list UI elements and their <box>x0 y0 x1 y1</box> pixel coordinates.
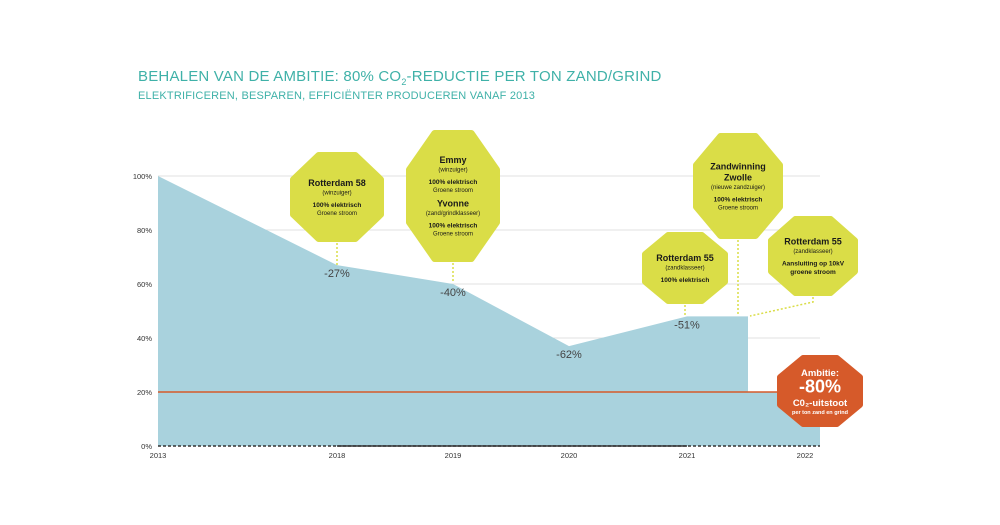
y-tick-label: 60% <box>137 280 152 289</box>
ambition-text: -80% <box>799 377 841 397</box>
callout-text: Groene stroom <box>718 205 758 211</box>
y-tick-label: 80% <box>137 226 152 235</box>
callout-text: 100% elektrisch <box>661 277 710 284</box>
callout-text: Yvonne <box>437 199 469 209</box>
callout-text: 100% elektrisch <box>313 202 362 209</box>
ambition-text: per ton zand en grind <box>792 410 848 416</box>
ambition-text: Ambitie: <box>801 368 839 379</box>
x-tick-label: 2022 <box>797 451 814 460</box>
callout-badge <box>406 130 500 262</box>
callout-text: Rotterdam 55 <box>784 237 842 247</box>
ambition-badge <box>777 355 863 427</box>
data-label: -40% <box>440 287 466 299</box>
callout-text: Rotterdam 55 <box>656 253 714 263</box>
callout-text: 100% elektrisch <box>429 179 478 186</box>
callout-text: Groene stroom <box>433 232 473 238</box>
callout-text: Zandwinning <box>710 161 766 171</box>
y-tick-label: 20% <box>137 388 152 397</box>
callout-badge <box>642 232 728 304</box>
y-tick-label: 0% <box>141 442 152 451</box>
callout-text: (zandklasseer) <box>665 265 704 271</box>
y-tick-label: 40% <box>137 334 152 343</box>
callout-text: Groene stroom <box>433 188 473 194</box>
callout-text: 100% elektrisch <box>429 223 478 230</box>
callout-text: Rotterdam 58 <box>308 178 366 188</box>
ambition-text: C0₂-uitstoot <box>793 398 848 409</box>
callout-badge <box>290 152 384 242</box>
callout-text: (winzuiger) <box>322 190 351 196</box>
callout-text: (zandklasseer) <box>793 249 832 255</box>
callout-badge <box>768 216 858 296</box>
callout-text: (zand/grindklasseer) <box>426 211 480 217</box>
area-series <box>158 176 820 446</box>
x-tick-label: 2018 <box>329 451 346 460</box>
chart-title: BEHALEN VAN DE AMBITIE: 80% CO2-REDUCTIE… <box>138 68 662 87</box>
x-tick-label: 2020 <box>561 451 578 460</box>
data-label: -62% <box>556 349 582 361</box>
callout-text: (nieuwe zandzuiger) <box>711 185 765 191</box>
callout-text: 100% elektrisch <box>714 196 763 203</box>
y-tick-label: 100% <box>133 172 153 181</box>
callout-text: Aansluiting op 10kV <box>782 261 845 268</box>
callout-text: (winzuiger) <box>438 168 467 174</box>
x-tick-label: 2021 <box>679 451 696 460</box>
callout-text: Emmy <box>439 155 466 165</box>
chart-subtitle: ELEKTRIFICEREN, BESPAREN, EFFICIËNTER PR… <box>138 90 536 102</box>
x-tick-label: 2019 <box>445 451 462 460</box>
x-tick-label: 2013 <box>150 451 167 460</box>
callout-leader <box>749 293 814 317</box>
callout-text: groene stroom <box>790 269 836 276</box>
data-label: -51% <box>674 319 700 331</box>
callout-text: Groene stroom <box>317 211 357 217</box>
data-label: -27% <box>324 268 350 280</box>
callout-badge <box>693 133 783 239</box>
callout-text: Zwolle <box>724 172 752 182</box>
